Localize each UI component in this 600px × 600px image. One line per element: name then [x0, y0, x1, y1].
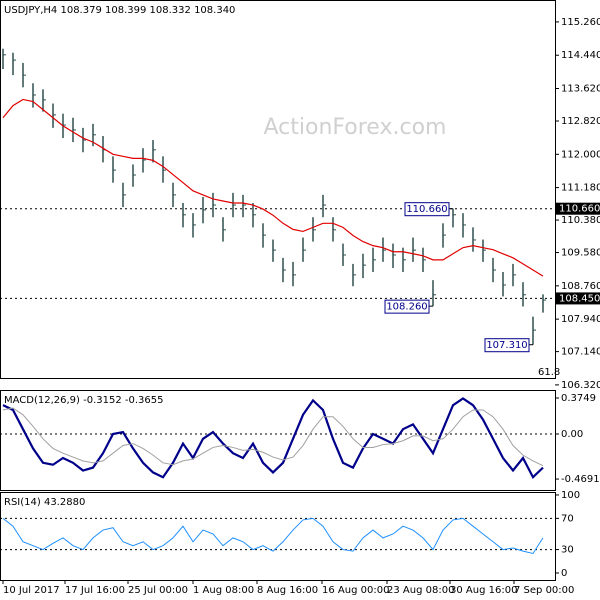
y-tick-label: 0.3749 — [561, 393, 596, 404]
panel-frame — [0, 492, 556, 581]
x-tick-label: 10 Jul 2017 — [3, 585, 60, 596]
y-tick-label: 30 — [561, 545, 574, 556]
level-label-box — [556, 292, 600, 305]
x-tick-label: 23 Aug 08:00 — [387, 585, 454, 596]
y-tick-label: 113.620 — [561, 84, 600, 95]
y-tick-label: 112.820 — [561, 116, 600, 127]
x-tick-label: 1 Aug 08:00 — [193, 585, 254, 596]
indicator-line — [2, 517, 544, 555]
y-tick-label: 109.580 — [561, 248, 600, 259]
x-tick-label: 17 Jul 16:00 — [65, 585, 125, 596]
y-tick-label: 70 — [561, 513, 574, 524]
y-tick-label: 0.00 — [561, 429, 583, 440]
y-tick-label: 0 — [561, 568, 567, 579]
level-label: 108.450 — [559, 293, 600, 304]
level-label-box — [556, 202, 600, 215]
indicator-line — [2, 397, 544, 480]
y-tick-label: 106.320 — [561, 380, 600, 391]
y-tick-label: 100 — [561, 490, 580, 501]
level-label: 110.660 — [559, 204, 600, 215]
y-tick-label: 114.440 — [561, 50, 600, 61]
y-tick-label: 107.140 — [561, 347, 600, 358]
x-tick-label: 8 Aug 16:00 — [257, 585, 318, 596]
y-tick-label: 107.940 — [561, 314, 600, 325]
y-tick-label: 111.180 — [561, 183, 600, 194]
x-tick-label: 30 Aug 16:00 — [450, 585, 517, 596]
annotation-label: 110.660 — [406, 204, 447, 215]
y-tick-label: 108.760 — [561, 281, 600, 292]
panel-title: USDJPY,H4 108.379 108.399 108.332 108.34… — [4, 5, 235, 16]
annotation-box — [404, 202, 450, 217]
indicator-line — [2, 407, 544, 467]
panel-frame — [0, 0, 556, 379]
annotation-box — [484, 338, 530, 353]
x-tick-label: 25 Jul 00:00 — [128, 585, 188, 596]
y-tick-label: 115.260 — [561, 17, 600, 28]
y-tick-label: -0.4691 — [561, 474, 600, 485]
annotation-label: 108.260 — [386, 302, 427, 313]
note: 61.8 — [538, 367, 560, 378]
watermark: ActionForex.com — [264, 115, 447, 140]
panel-frame — [0, 390, 556, 491]
annotation-label: 107.310 — [486, 340, 527, 351]
moving-average — [2, 98, 544, 277]
x-tick-label: 16 Aug 00:00 — [322, 585, 389, 596]
panel-title: RSI(14) 43.2880 — [4, 497, 85, 508]
y-tick-label: 110.380 — [561, 215, 600, 226]
annotation-box — [384, 299, 430, 314]
x-tick-label: 7 Sep 00:00 — [514, 585, 574, 596]
panel-title: MACD(12,26,9) -0.3152 -0.3655 — [4, 395, 164, 406]
y-tick-label: 112.000 — [561, 149, 600, 160]
